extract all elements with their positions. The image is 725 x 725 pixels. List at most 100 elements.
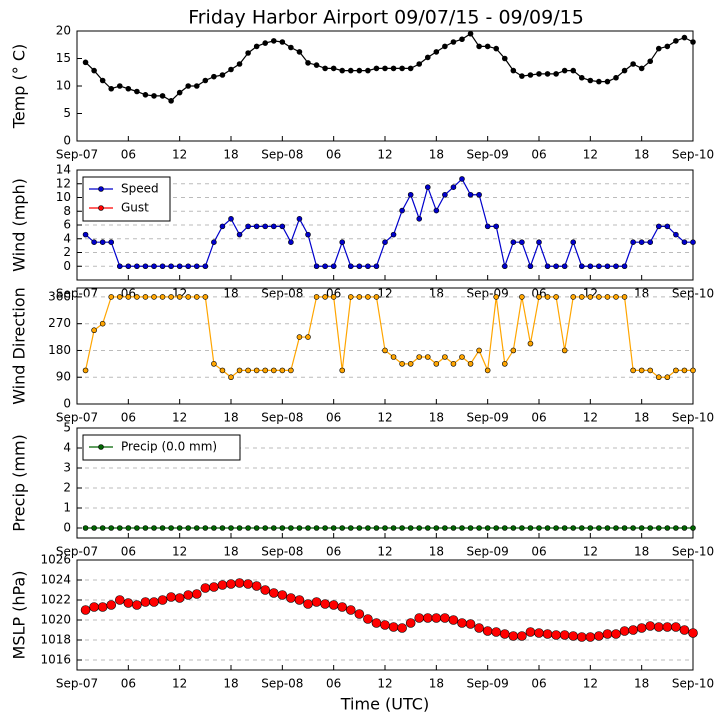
x-tick-label: 18 [223, 677, 238, 691]
y-tick-label: 0 [63, 134, 71, 148]
data-point [123, 598, 134, 608]
data-point [613, 74, 619, 81]
x-tick-label: 18 [634, 287, 649, 301]
data-point [365, 525, 371, 531]
data-point [176, 89, 183, 96]
data-point [638, 239, 645, 245]
data-point [322, 294, 328, 300]
data-point [288, 44, 294, 51]
data-point [322, 263, 328, 270]
legend-marker [98, 205, 104, 211]
x-tick-label: 06 [121, 411, 136, 425]
data-point [570, 67, 577, 74]
data-point [82, 231, 89, 238]
data-point [655, 374, 662, 381]
data-point [482, 626, 493, 636]
y-tick-label: 2 [63, 245, 71, 259]
x-tick-label: Sep-10 [672, 677, 714, 691]
data-point [587, 263, 594, 270]
data-point [313, 62, 320, 68]
data-point [613, 525, 619, 531]
data-point [390, 231, 397, 238]
data-point [373, 525, 380, 531]
data-point [382, 65, 388, 72]
y-tick-label: 1026 [40, 553, 71, 567]
data-point [80, 605, 91, 615]
x-tick-label: 18 [223, 148, 238, 162]
x-tick-label: 12 [583, 545, 598, 559]
data-point [320, 599, 330, 609]
data-point [296, 49, 303, 55]
data-point [628, 625, 638, 635]
data-point [501, 525, 508, 531]
data-point [604, 294, 611, 300]
data-point [416, 61, 423, 67]
data-point [647, 58, 654, 65]
data-point [363, 614, 373, 624]
data-point [519, 294, 525, 300]
data-point [399, 525, 405, 531]
data-point [91, 327, 97, 334]
data-point [270, 38, 277, 44]
y-tick-label: 3 [63, 461, 71, 475]
data-point [390, 65, 397, 72]
y-tick-label: 1024 [40, 573, 71, 587]
data-point [142, 525, 149, 531]
data-point [673, 38, 679, 44]
data-point [645, 621, 656, 631]
data-point [253, 367, 260, 374]
data-point [424, 54, 431, 61]
data-point [373, 263, 380, 270]
figure-title: Friday Harbor Airport 09/07/15 - 09/09/1… [188, 7, 584, 29]
data-point [219, 525, 226, 531]
data-point [459, 525, 465, 531]
data-point [279, 525, 286, 531]
data-point [442, 191, 448, 198]
data-point [561, 525, 568, 531]
data-point [151, 525, 157, 531]
x-axis-label: Time (UTC) [340, 695, 429, 714]
data-point [176, 263, 183, 270]
data-point [596, 525, 602, 531]
data-point [673, 525, 679, 531]
data-point [365, 263, 371, 270]
data-point [465, 619, 476, 629]
data-point [536, 71, 542, 77]
x-tick-label: 06 [326, 148, 341, 162]
data-point [365, 67, 371, 74]
data-point [140, 597, 151, 607]
data-point [407, 525, 414, 531]
data-point [476, 191, 482, 198]
data-point [611, 629, 621, 639]
data-point [116, 263, 123, 270]
x-tick-label: Sep-10 [672, 411, 714, 425]
legend-label: Gust [121, 201, 149, 215]
y-tick-label: 1020 [40, 613, 71, 627]
x-tick-label: 18 [634, 677, 649, 691]
data-point [621, 525, 628, 531]
data-point [459, 354, 465, 360]
y-tick-label: 2 [63, 481, 71, 495]
data-point [459, 176, 465, 182]
data-point [467, 525, 474, 531]
x-tick-label: 12 [583, 148, 598, 162]
data-point [510, 67, 517, 74]
data-point [219, 367, 226, 374]
data-point [424, 184, 431, 190]
data-point [354, 609, 365, 619]
data-point [630, 525, 636, 531]
data-point [99, 239, 106, 245]
data-point [82, 367, 89, 374]
data-point [288, 525, 294, 531]
data-point [519, 73, 525, 79]
data-point [630, 239, 636, 245]
data-point [305, 334, 311, 340]
data-point [134, 263, 140, 270]
data-point [671, 622, 681, 632]
data-point [134, 525, 140, 531]
data-point [202, 525, 209, 531]
data-point [193, 525, 200, 531]
data-point [303, 599, 313, 609]
data-point [636, 623, 647, 633]
data-point [553, 263, 559, 270]
